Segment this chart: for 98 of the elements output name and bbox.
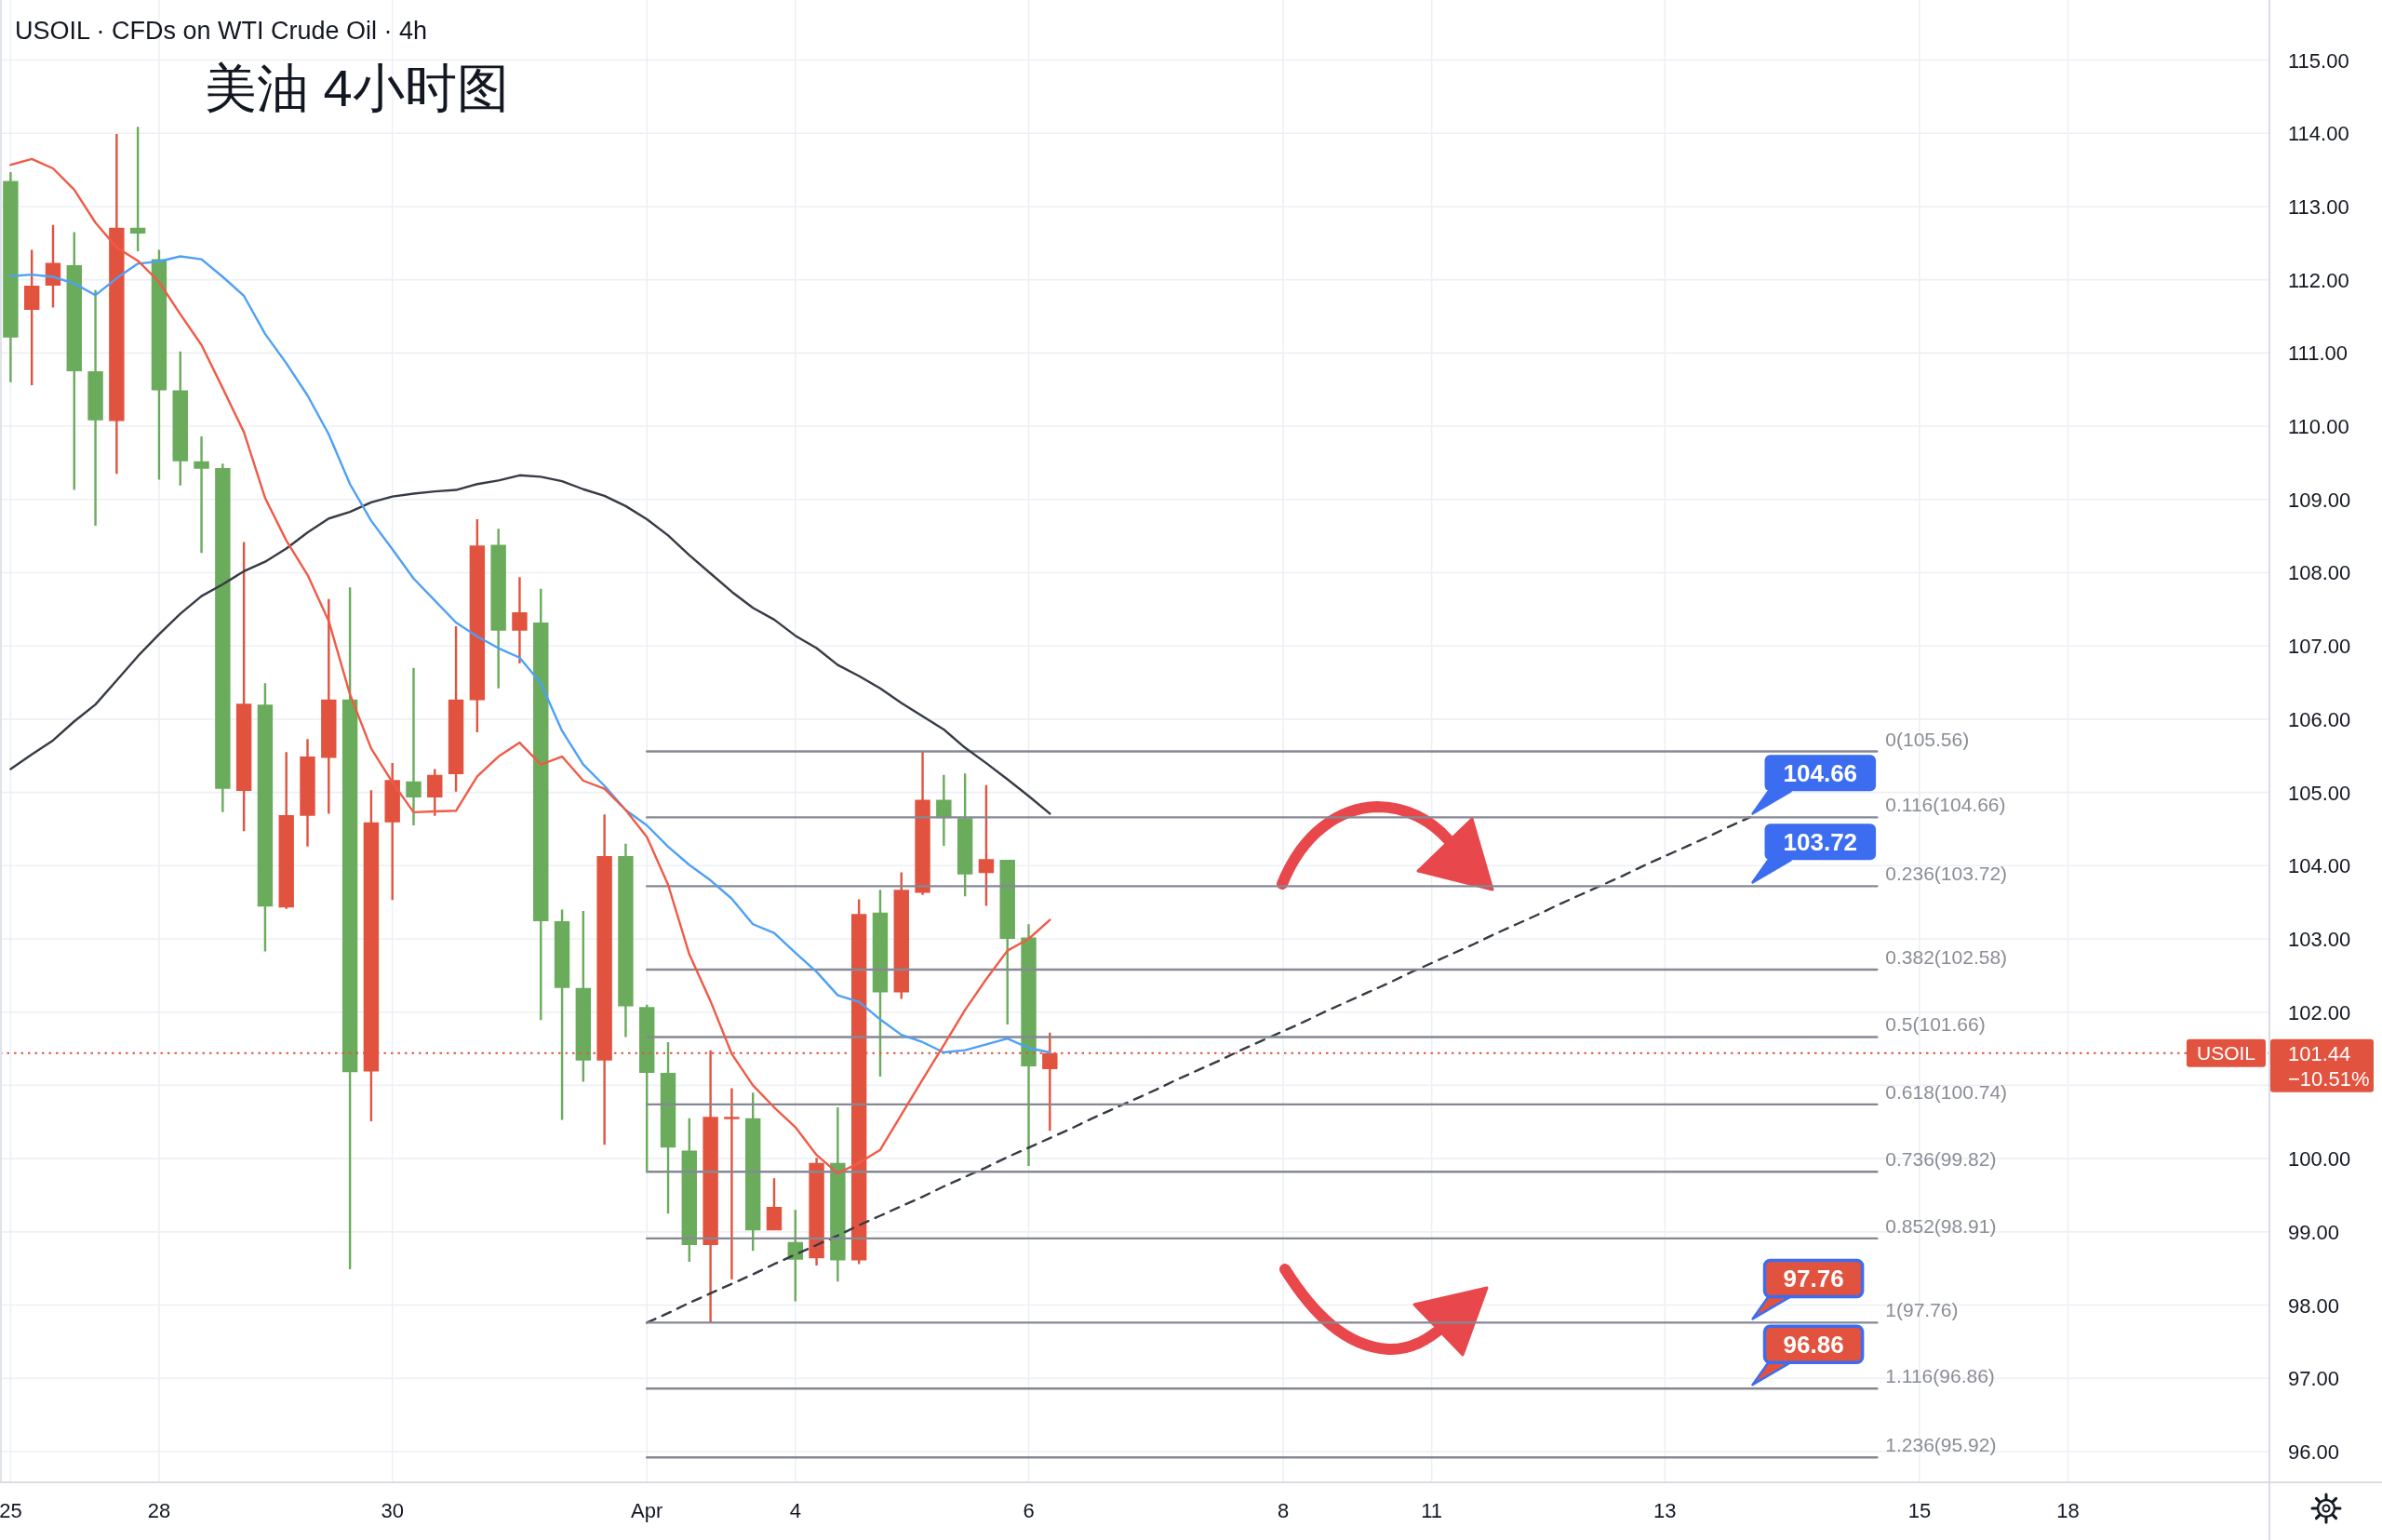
- y-tick-label: 115.00: [2288, 48, 2349, 73]
- y-tick-label: 102.00: [2288, 1000, 2351, 1024]
- candlestick: [257, 683, 274, 952]
- x-tick-label: Apr: [631, 1499, 663, 1522]
- candlestick: [744, 1092, 761, 1252]
- y-tick-label: 98.00: [2288, 1293, 2340, 1318]
- candlestick: [724, 1088, 740, 1279]
- y-tick-label: 108.00: [2288, 561, 2351, 585]
- y-tick-label: 112.00: [2288, 268, 2349, 292]
- candlestick: [512, 577, 528, 664]
- candlestick: [936, 774, 952, 847]
- candlestick: [341, 587, 358, 1269]
- y-tick-label: 103.00: [2288, 928, 2351, 951]
- series-label: 0.852(98.91): [1885, 1214, 1997, 1237]
- text: 美油 4小时图: [205, 59, 509, 117]
- annotation: 103.72: [1783, 828, 1858, 857]
- candlestick: [830, 1107, 846, 1282]
- y-tick-label: 110.00: [2288, 415, 2349, 439]
- candlestick: [618, 843, 634, 1038]
- series-label: 1(97.76): [1885, 1299, 1959, 1321]
- price-note: 97.76: [1751, 1258, 1865, 1320]
- candlestick: [915, 751, 930, 895]
- candlestick: [872, 890, 889, 1077]
- series-label: 1.236(95.92): [1885, 1434, 1997, 1456]
- candlestick: [109, 134, 125, 475]
- price-note: 103.72: [1751, 824, 1877, 884]
- candlestick: [957, 773, 973, 897]
- annotation: 96.86: [1783, 1331, 1844, 1359]
- candlestick: [384, 763, 400, 901]
- annotation: 97.76: [1783, 1265, 1844, 1293]
- candlestick: [554, 909, 570, 1120]
- candlestick: [321, 598, 337, 814]
- series-label: 1.116(96.86): [1885, 1365, 1995, 1387]
- series-label: 0.5(101.66): [1885, 1013, 1986, 1036]
- axis-price: 101.44 −10.51%: [2270, 1038, 2374, 1092]
- candlestick: [406, 667, 422, 826]
- candlestick: [215, 463, 231, 812]
- candlestick: [469, 519, 486, 733]
- series-label: 0.618(100.74): [1885, 1080, 2008, 1103]
- candlestick: [766, 1178, 783, 1231]
- series-label: 0.236(103.72): [1885, 863, 2008, 885]
- line-series: [9, 255, 1051, 1054]
- candlestick: [151, 249, 167, 480]
- x-tick-label: 18: [2056, 1499, 2080, 1522]
- y-tick-label: 104.00: [2288, 854, 2351, 878]
- candlestick: [427, 769, 443, 816]
- candlestick: [87, 289, 103, 527]
- candlestick: [639, 1004, 655, 1172]
- annotation: 104.66: [1783, 759, 1858, 788]
- y-tick-label: 111.00: [2288, 341, 2349, 366]
- candlestick: [999, 860, 1015, 1025]
- series-label: 0.736(99.82): [1885, 1148, 1997, 1171]
- y-tick-label: 97.00: [2288, 1367, 2340, 1391]
- candlestick: [66, 232, 82, 490]
- x-tick-label: 15: [1907, 1499, 1932, 1522]
- x-tick-label: 30: [381, 1499, 404, 1522]
- series-label: 0(105.56): [1885, 728, 1970, 750]
- y-tick-label: 114.00: [2288, 122, 2349, 146]
- candlestick: [809, 1158, 824, 1266]
- ref-line-label: USOIL: [2196, 1042, 2255, 1065]
- candlestick: [681, 1118, 698, 1263]
- x-tick-label: 11: [1421, 1499, 1443, 1522]
- candlestick: [278, 752, 294, 909]
- candlestick: [533, 588, 549, 1021]
- line-series: [9, 157, 1051, 1175]
- candlestick: [490, 529, 506, 689]
- candlestick: [893, 872, 909, 999]
- y-tick-label: 99.00: [2288, 1220, 2340, 1244]
- candlestick: [660, 1041, 676, 1214]
- price-note: 96.86: [1751, 1324, 1865, 1386]
- candlestick: [23, 249, 40, 385]
- x-tick-label: 28: [147, 1499, 171, 1522]
- y-tick-label: 100.00: [2288, 1147, 2351, 1172]
- y-tick-label: 113.00: [2288, 194, 2349, 219]
- candlestick: [448, 625, 464, 792]
- y-tick-label: 106.00: [2288, 707, 2351, 731]
- x-tick-label: 6: [1023, 1499, 1035, 1522]
- x-tick-label: 25: [0, 1499, 22, 1522]
- y-tick-label: 109.00: [2288, 488, 2351, 512]
- y-tick-label: 96.00: [2288, 1440, 2340, 1464]
- price-note: 104.66: [1751, 755, 1877, 815]
- line-series: [9, 474, 1051, 815]
- y-tick-label: 105.00: [2288, 781, 2351, 805]
- x-tick-label: 4: [789, 1499, 801, 1522]
- x-tick-label: 8: [1277, 1499, 1290, 1522]
- candlestick: [194, 436, 209, 554]
- series-label: 0.116(104.66): [1885, 794, 2006, 816]
- candlestick: [235, 542, 252, 832]
- candlestick: [3, 171, 19, 382]
- y-tick-label: 107.00: [2288, 635, 2351, 659]
- ref-label: USOIL: [2186, 1038, 2266, 1067]
- text: USOIL · CFDs on WTI Crude Oil · 4h: [15, 17, 428, 45]
- candlestick: [172, 351, 188, 486]
- line-series: [646, 816, 1751, 1324]
- x-tick-label: 13: [1653, 1499, 1677, 1522]
- series-label: 0.382(102.58): [1885, 946, 2008, 969]
- candlestick: [575, 911, 592, 1082]
- candlestick: [300, 739, 315, 847]
